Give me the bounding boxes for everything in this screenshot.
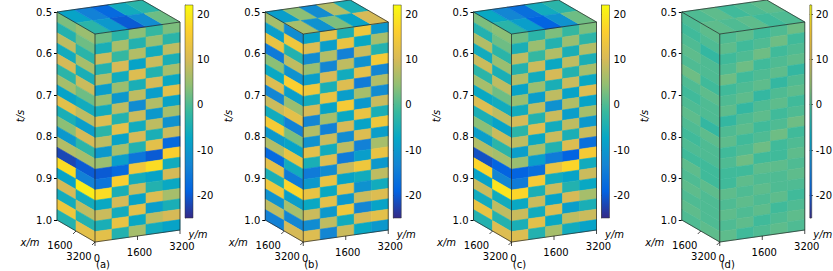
svg-text:0: 0 — [197, 99, 203, 110]
svg-text:(c): (c) — [513, 259, 526, 270]
svg-text:t/s: t/s — [15, 110, 26, 123]
svg-text:t/s: t/s — [223, 110, 234, 123]
svg-text:(a): (a) — [96, 259, 110, 270]
svg-text:-10: -10 — [197, 145, 213, 156]
svg-text:0: 0 — [614, 99, 620, 110]
svg-text:20: 20 — [816, 9, 829, 20]
svg-text:0.8: 0.8 — [244, 131, 260, 142]
svg-text:1600: 1600 — [464, 240, 489, 251]
svg-text:0.7: 0.7 — [453, 90, 469, 101]
svg-text:-10: -10 — [405, 145, 421, 156]
svg-text:-20: -20 — [405, 190, 421, 201]
svg-text:1600: 1600 — [127, 247, 152, 258]
svg-text:10: 10 — [816, 54, 829, 65]
svg-text:10: 10 — [197, 54, 210, 65]
svg-text:1600: 1600 — [543, 247, 568, 258]
svg-text:3200: 3200 — [66, 251, 91, 262]
svg-text:1.0: 1.0 — [36, 215, 52, 226]
svg-text:1600: 1600 — [335, 247, 360, 258]
svg-text:0: 0 — [816, 99, 822, 110]
svg-text:0.9: 0.9 — [36, 173, 52, 184]
svg-text:(b): (b) — [304, 259, 318, 270]
svg-text:1600: 1600 — [47, 240, 72, 251]
svg-text:0.9: 0.9 — [661, 173, 677, 184]
svg-text:1.0: 1.0 — [453, 215, 469, 226]
svg-text:20: 20 — [405, 9, 418, 20]
svg-text:-20: -20 — [197, 190, 213, 201]
svg-text:3200: 3200 — [586, 241, 611, 252]
svg-text:0.5: 0.5 — [453, 7, 469, 18]
svg-text:x/m: x/m — [644, 237, 664, 248]
svg-text:0.8: 0.8 — [453, 131, 469, 142]
svg-text:3200: 3200 — [378, 241, 403, 252]
svg-text:0.6: 0.6 — [661, 48, 677, 59]
svg-text:3200: 3200 — [794, 241, 819, 252]
svg-text:3200: 3200 — [169, 241, 194, 252]
svg-text:20: 20 — [197, 9, 210, 20]
svg-text:1600: 1600 — [256, 240, 281, 251]
svg-text:3200: 3200 — [483, 251, 508, 262]
svg-text:y/m: y/m — [812, 229, 832, 240]
svg-text:0: 0 — [405, 99, 411, 110]
svg-text:0.5: 0.5 — [36, 7, 52, 18]
svg-text:1600: 1600 — [752, 247, 777, 258]
svg-text:-10: -10 — [816, 145, 832, 156]
svg-text:1.0: 1.0 — [661, 215, 677, 226]
svg-text:3200: 3200 — [275, 251, 300, 262]
svg-text:0.8: 0.8 — [661, 131, 677, 142]
svg-text:0.9: 0.9 — [244, 173, 260, 184]
svg-text:0.6: 0.6 — [453, 48, 469, 59]
svg-text:0.6: 0.6 — [244, 48, 260, 59]
svg-text:t/s: t/s — [639, 110, 650, 123]
svg-text:0.5: 0.5 — [661, 7, 677, 18]
svg-text:0.5: 0.5 — [244, 7, 260, 18]
svg-text:x/m: x/m — [19, 237, 39, 248]
svg-text:1.0: 1.0 — [244, 215, 260, 226]
svg-text:0.8: 0.8 — [36, 131, 52, 142]
svg-text:y/m: y/m — [187, 229, 207, 240]
svg-text:y/m: y/m — [396, 229, 416, 240]
svg-text:0.7: 0.7 — [36, 90, 52, 101]
svg-text:20: 20 — [614, 9, 627, 20]
svg-text:-20: -20 — [816, 190, 832, 201]
svg-text:1600: 1600 — [672, 240, 697, 251]
svg-text:y/m: y/m — [604, 229, 624, 240]
svg-text:0.7: 0.7 — [661, 90, 677, 101]
svg-text:-20: -20 — [614, 190, 630, 201]
svg-text:0.6: 0.6 — [36, 48, 52, 59]
svg-text:-10: -10 — [614, 145, 630, 156]
svg-text:3200: 3200 — [691, 251, 716, 262]
svg-text:10: 10 — [614, 54, 627, 65]
svg-text:0.7: 0.7 — [244, 90, 260, 101]
svg-text:t/s: t/s — [431, 110, 442, 123]
svg-text:x/m: x/m — [436, 237, 456, 248]
svg-text:0.9: 0.9 — [453, 173, 469, 184]
svg-text:x/m: x/m — [228, 237, 248, 248]
svg-text:(d): (d) — [721, 259, 735, 270]
svg-text:10: 10 — [405, 54, 418, 65]
